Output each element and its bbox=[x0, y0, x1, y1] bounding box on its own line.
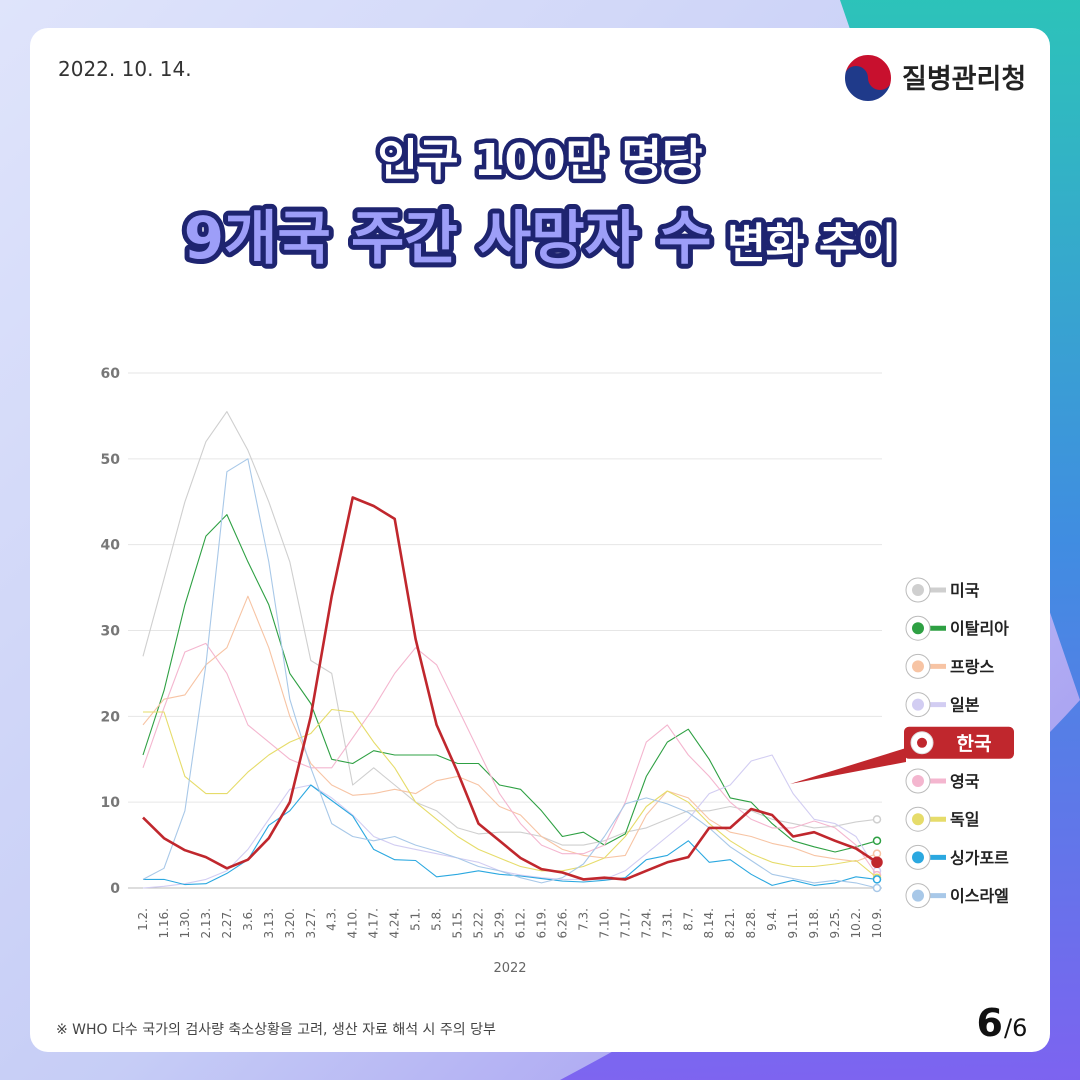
y-tick-label: 10 bbox=[101, 795, 121, 811]
y-tick-label: 50 bbox=[101, 452, 121, 468]
x-tick-label: 6.12. bbox=[513, 908, 527, 939]
legend-callout bbox=[790, 748, 906, 784]
y-tick-label: 60 bbox=[101, 366, 121, 382]
legend-label: 이스라엘 bbox=[950, 887, 1009, 906]
title-emphasis: 9개국 주간 사망자 수 bbox=[184, 204, 712, 272]
y-tick-label: 40 bbox=[101, 538, 121, 554]
x-axis-label: 2022 bbox=[493, 961, 526, 976]
end-point bbox=[872, 849, 882, 858]
date: 2022. 10. 14. bbox=[58, 57, 192, 81]
series-line bbox=[142, 754, 878, 889]
series-line bbox=[142, 496, 878, 881]
x-tick-label: 5.15. bbox=[451, 908, 465, 939]
series-line bbox=[142, 642, 878, 876]
x-tick-label: 9.4. bbox=[765, 908, 779, 931]
x-tick-label: 4.17. bbox=[367, 908, 381, 939]
x-tick-label: 5.1. bbox=[409, 908, 423, 931]
x-tick-label: 7.3. bbox=[576, 908, 590, 931]
logo-mark bbox=[843, 53, 893, 103]
x-tick-label: 5.8. bbox=[430, 908, 444, 931]
x-tick-label: 3.6. bbox=[241, 908, 255, 931]
y-tick-label: 0 bbox=[110, 881, 120, 897]
page-current: 6 bbox=[977, 1001, 1003, 1045]
x-tick-label: 3.13. bbox=[262, 908, 276, 939]
series-line bbox=[142, 458, 878, 889]
end-point bbox=[872, 883, 882, 893]
x-tick-label: 10.2. bbox=[849, 908, 863, 939]
legend-flag-center bbox=[912, 622, 924, 635]
legend-flag-center bbox=[912, 889, 924, 902]
legend-label: 미국 bbox=[950, 581, 980, 600]
x-tick-label: 8.28. bbox=[744, 908, 758, 939]
series-line bbox=[143, 708, 878, 879]
end-point bbox=[872, 836, 882, 846]
legend-label: 싱가포르 bbox=[950, 848, 1009, 867]
legend-flag-center bbox=[912, 584, 924, 596]
footnote: ※ WHO 다수 국가의 검사량 축소상황을 고려, 생산 자료 해석 시 주의… bbox=[56, 1022, 496, 1038]
y-tick-label: 30 bbox=[101, 624, 121, 640]
x-tick-label: 5.29. bbox=[493, 908, 507, 939]
x-tick-label: 1.30. bbox=[178, 908, 192, 939]
legend-label: 이탈리아 bbox=[950, 619, 1009, 638]
title-line1: 인구 100만 명당 bbox=[378, 135, 703, 186]
x-tick-label: 9.25. bbox=[828, 908, 842, 939]
legend-flag-center bbox=[912, 851, 924, 864]
legend-flag-center bbox=[912, 698, 924, 711]
x-tick-label: 7.31. bbox=[660, 908, 674, 939]
end-point bbox=[872, 815, 882, 824]
x-tick-label: 9.11. bbox=[786, 908, 800, 939]
series-line bbox=[142, 514, 878, 853]
x-tick-label: 3.20. bbox=[283, 908, 297, 939]
x-tick-label: 3.27. bbox=[304, 908, 318, 939]
series-line bbox=[142, 595, 878, 862]
x-tick-label: 5.22. bbox=[472, 908, 486, 939]
y-tick-label: 20 bbox=[101, 709, 121, 725]
x-tick-label: 6.19. bbox=[534, 908, 548, 939]
page-total: /6 bbox=[1004, 1014, 1027, 1042]
legend-label: 일본 bbox=[950, 696, 980, 715]
x-tick-label: 10.9. bbox=[870, 908, 884, 939]
legend-flag-center bbox=[917, 737, 927, 748]
legend-flag-center bbox=[912, 775, 924, 787]
x-tick-label: 2.13. bbox=[199, 908, 213, 939]
series-line bbox=[142, 411, 878, 846]
logo-text: 질병관리청 bbox=[902, 64, 1026, 95]
x-tick-label: 8.14. bbox=[702, 908, 716, 939]
x-tick-label: 4.3. bbox=[325, 908, 339, 931]
end-point bbox=[872, 875, 882, 884]
x-tick-label: 7.10. bbox=[597, 908, 611, 939]
legend-label: 독일 bbox=[950, 810, 979, 829]
series-line bbox=[143, 784, 878, 886]
chart: 0 10 20 30 40 50 60 1.2. 1.16. 1.30. 2.13. 2.27. 3.6… bbox=[101, 366, 1014, 976]
title-rest: 변화 추이 bbox=[727, 219, 896, 268]
legend-highlight bbox=[904, 726, 1014, 759]
x-tick-label: 4.10. bbox=[346, 908, 360, 939]
x-tick-label: 7.24. bbox=[639, 908, 653, 939]
legend-flag-center bbox=[912, 813, 924, 826]
x-tick-label: 8.7. bbox=[681, 908, 695, 931]
legend-flag-center bbox=[912, 660, 924, 673]
legend-label: 한국 bbox=[957, 733, 992, 755]
x-tick-label: 8.21. bbox=[723, 908, 737, 939]
end-point bbox=[871, 856, 883, 868]
x-tick-label: 2.27. bbox=[220, 908, 234, 939]
x-tick-label: 7.17. bbox=[618, 908, 632, 939]
x-tick-label: 1.16. bbox=[157, 908, 171, 939]
x-tick-label: 1.2. bbox=[136, 908, 150, 931]
legend-label: 영국 bbox=[950, 772, 980, 791]
x-tick-label: 9.18. bbox=[807, 908, 821, 939]
legend-label: 프랑스 bbox=[950, 657, 994, 676]
title-line2: 9개국 주간 사망자 수 변화 추이 bbox=[184, 204, 897, 272]
x-tick-label: 6.26. bbox=[555, 908, 569, 939]
x-tick-label: 4.24. bbox=[388, 908, 402, 939]
